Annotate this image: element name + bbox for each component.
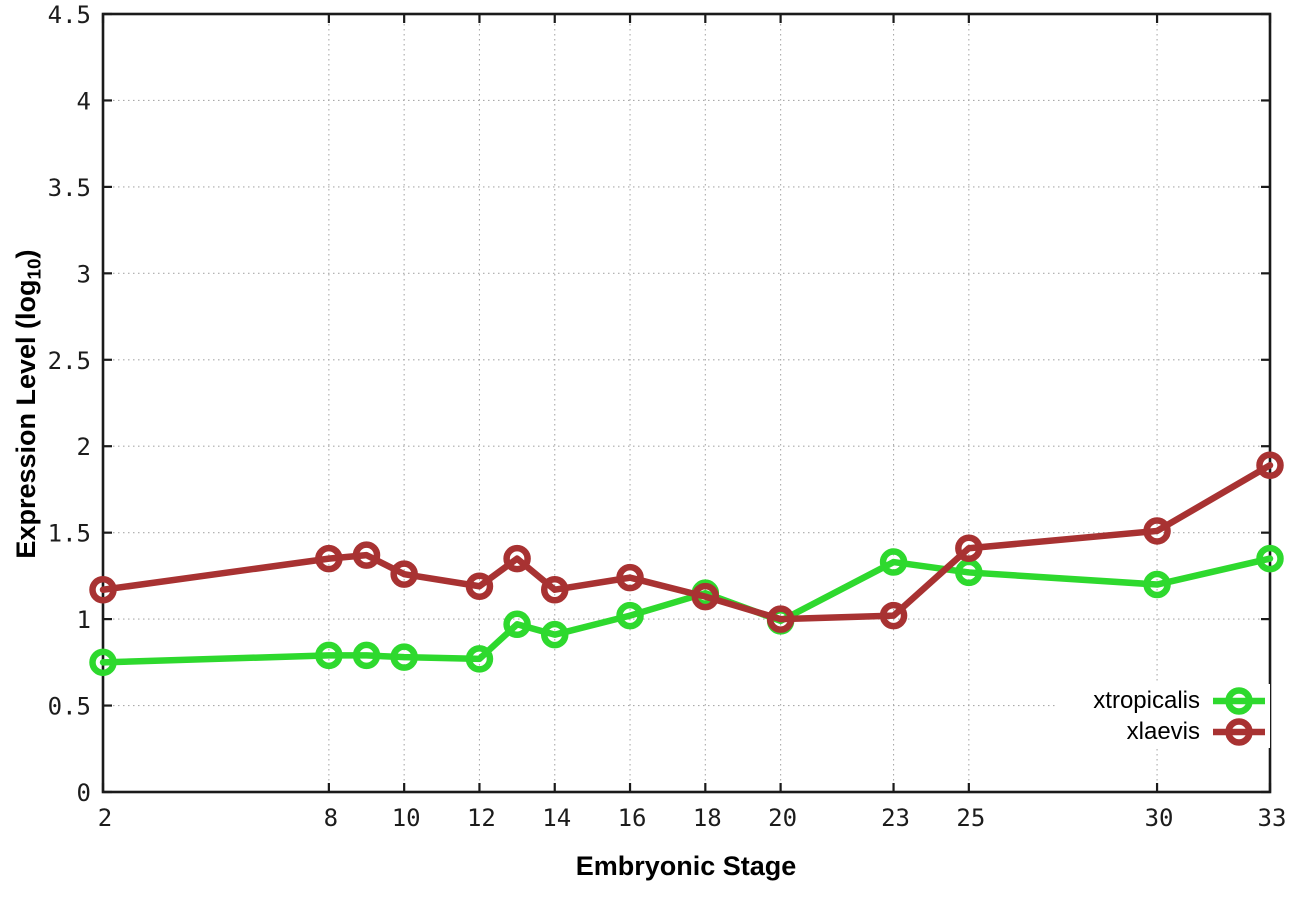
- y-tick-label: 2.5: [48, 347, 91, 375]
- data-point-xtropicalis: [315, 641, 343, 670]
- legend-item-xtropicalis: xtropicalis: [1093, 685, 1268, 716]
- x-tick-label: 25: [956, 804, 985, 832]
- gridlines: [103, 14, 1270, 792]
- tick-labels: 0 0.5 1 1.5 2 2.5 3 3.5 4 4.5 2 8 10 12 14 16 18 20 23 25 30…: [48, 1, 1287, 832]
- data-point-xtropicalis: [1256, 544, 1284, 573]
- data-point-xlaevis: [955, 534, 983, 562]
- data-point-xlaevis: [315, 544, 343, 573]
- data-point-xtropicalis: [879, 548, 908, 576]
- x-axis-title: Embryonic Stage: [575, 851, 797, 881]
- data-point-xlaevis: [540, 575, 569, 604]
- legend-label-xlaevis: xlaevis: [1126, 717, 1200, 745]
- data-point-xlaevis: [1143, 517, 1171, 545]
- legend-label-xtropicalis: xtropicalis: [1093, 686, 1200, 714]
- legend-marker-xtropicalis: [1213, 686, 1265, 715]
- legend-item-xlaevis: xlaevis: [1093, 716, 1268, 747]
- data-point-xlaevis: [503, 544, 531, 573]
- y-axis-title-close-paren: ): [11, 249, 41, 259]
- y-tick-label: 3: [77, 260, 91, 288]
- y-tick-label: 0.5: [48, 693, 91, 721]
- data-point-xtropicalis: [1143, 570, 1171, 599]
- series-xlaevis: [89, 451, 1284, 633]
- data-point-xtropicalis: [465, 645, 494, 673]
- y-axis-title-text: Expression Level (log: [11, 279, 41, 559]
- data-point-xtropicalis: [503, 610, 531, 639]
- x-tick-label: 2: [98, 804, 112, 832]
- legend: xtropicalis xlaevis: [1057, 684, 1270, 748]
- data-point-xlaevis: [691, 582, 720, 611]
- series-line-xtropicalis: [99, 555, 1274, 666]
- legend-ring-icon: [1225, 686, 1253, 715]
- x-tick-label: 12: [467, 804, 496, 832]
- legend-marker-xlaevis: [1213, 717, 1265, 746]
- y-axis-title: Expression Level (log10): [11, 104, 45, 704]
- data-point-xlaevis: [89, 575, 117, 604]
- y-tick-label: 1.5: [48, 520, 91, 548]
- data-point-xlaevis: [1256, 451, 1284, 479]
- y-tick-label: 1: [77, 606, 91, 634]
- data-point-xlaevis: [879, 601, 908, 630]
- data-point-xtropicalis: [616, 601, 644, 630]
- plot-border: [101, 12, 1272, 794]
- x-tick-label: 10: [392, 804, 421, 832]
- x-tick-label: 33: [1258, 804, 1287, 832]
- y-tick-label: 0: [77, 779, 91, 807]
- data-point-xlaevis: [390, 560, 418, 588]
- y-tick-label: 4: [77, 87, 91, 115]
- data-point-xlaevis: [766, 605, 795, 633]
- data-point-xtropicalis: [352, 641, 381, 670]
- data-point-xlaevis: [616, 563, 644, 592]
- x-tick-label: 8: [324, 804, 338, 832]
- x-tick-label: 23: [881, 804, 910, 832]
- data-point-xlaevis: [465, 572, 494, 601]
- y-tick-label: 4.5: [48, 1, 91, 29]
- data-point-xlaevis: [352, 541, 381, 569]
- y-axis-title-subscript: 10: [24, 258, 46, 280]
- x-tick-label: 30: [1145, 804, 1174, 832]
- legend-ring-icon: [1225, 717, 1253, 746]
- y-tick-label: 3.5: [48, 174, 91, 202]
- data-point-xtropicalis: [390, 643, 418, 671]
- tick-marks: [101, 12, 1272, 794]
- x-tick-label: 14: [542, 804, 571, 832]
- data-point-xtropicalis: [540, 620, 569, 649]
- series-xtropicalis: [89, 544, 1284, 677]
- data-point-xtropicalis: [89, 648, 117, 677]
- x-tick-label: 20: [768, 804, 797, 832]
- x-tick-label: 16: [618, 804, 647, 832]
- series-line-xlaevis: [99, 461, 1274, 623]
- y-tick-label: 2: [77, 433, 91, 461]
- x-tick-label: 18: [693, 804, 722, 832]
